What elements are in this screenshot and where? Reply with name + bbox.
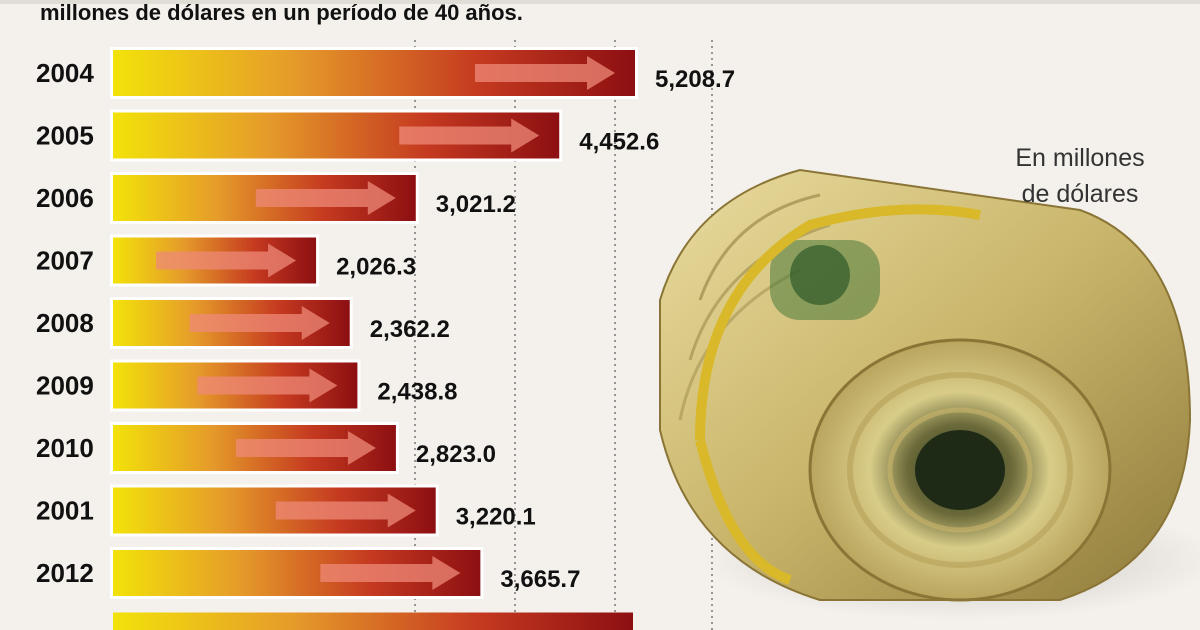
top-strip [0,0,1200,4]
arrow-icon [275,493,416,528]
bar-cutoff [113,612,633,630]
arrow-icon [197,368,338,403]
value-label: 5,208.7 [655,66,735,93]
year-label: 2007 [36,246,94,276]
unit-note-line1: En millones [1015,144,1145,172]
value-label: 2,362.2 [370,316,450,343]
year-label: 2005 [36,121,94,151]
year-label: 2001 [36,496,94,526]
arrow-icon [399,118,540,153]
unit-note: En millones de dólares [995,140,1165,212]
year-label: 2006 [36,183,94,213]
value-label: 3,220.1 [456,504,536,531]
money-roll-icon [659,168,1200,620]
year-label: 2010 [36,433,94,463]
value-label: 2,823.0 [416,441,496,468]
arrow-icon [320,556,461,590]
value-label: 4,452.6 [579,129,659,156]
arrow-icon [156,243,297,278]
bars: 2004 5,208.7 2005 4,452.6 2006 3,021.2 2007 2,0… [36,47,735,630]
arrow-icon [235,431,376,465]
arrow-icon [189,306,330,340]
year-label: 2004 [36,58,94,88]
value-label: 2,438.8 [377,379,457,406]
value-label: 2,026.3 [336,254,416,281]
arrow-icon [475,56,615,90]
value-label: 3,021.2 [436,191,516,218]
chart-subtitle: millones de dólares en un período de 40 … [40,0,523,25]
year-label: 2008 [36,308,94,338]
arrow-icon [255,181,396,215]
unit-note-line2: de dólares [1021,180,1139,208]
year-label: 2012 [36,558,94,588]
year-label: 2009 [36,371,94,401]
value-label: 3,665.7 [500,566,580,593]
